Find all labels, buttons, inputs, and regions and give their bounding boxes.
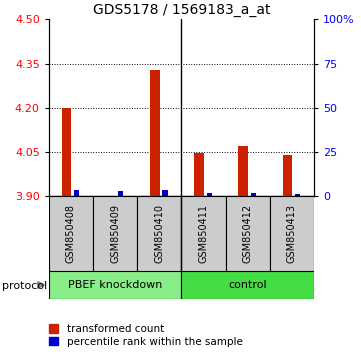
Text: GSM850410: GSM850410 xyxy=(154,204,164,263)
Bar xyxy=(150,70,160,196)
Text: GSM850408: GSM850408 xyxy=(66,204,76,263)
Bar xyxy=(206,193,212,196)
Text: protocol: protocol xyxy=(2,281,47,291)
Text: control: control xyxy=(229,280,267,290)
Bar xyxy=(93,196,137,271)
Bar xyxy=(239,146,248,196)
Text: GSM850411: GSM850411 xyxy=(199,204,209,263)
Bar xyxy=(118,191,123,196)
Bar xyxy=(226,196,270,271)
Bar xyxy=(162,190,168,196)
Bar xyxy=(295,194,300,196)
Bar xyxy=(49,196,93,271)
Text: GSM850413: GSM850413 xyxy=(287,204,297,263)
Bar xyxy=(49,271,181,299)
Legend: transformed count, percentile rank within the sample: transformed count, percentile rank withi… xyxy=(47,322,244,349)
Bar xyxy=(181,271,314,299)
Bar xyxy=(251,193,256,196)
Bar xyxy=(283,155,292,196)
Text: GSM850412: GSM850412 xyxy=(243,204,253,263)
Text: PBEF knockdown: PBEF knockdown xyxy=(68,280,162,290)
Text: GSM850409: GSM850409 xyxy=(110,204,120,263)
Bar xyxy=(137,196,182,271)
Bar xyxy=(74,190,79,196)
Title: GDS5178 / 1569183_a_at: GDS5178 / 1569183_a_at xyxy=(93,3,270,17)
Bar xyxy=(62,108,71,196)
Bar xyxy=(194,153,204,196)
Bar xyxy=(181,196,226,271)
Bar xyxy=(270,196,314,271)
